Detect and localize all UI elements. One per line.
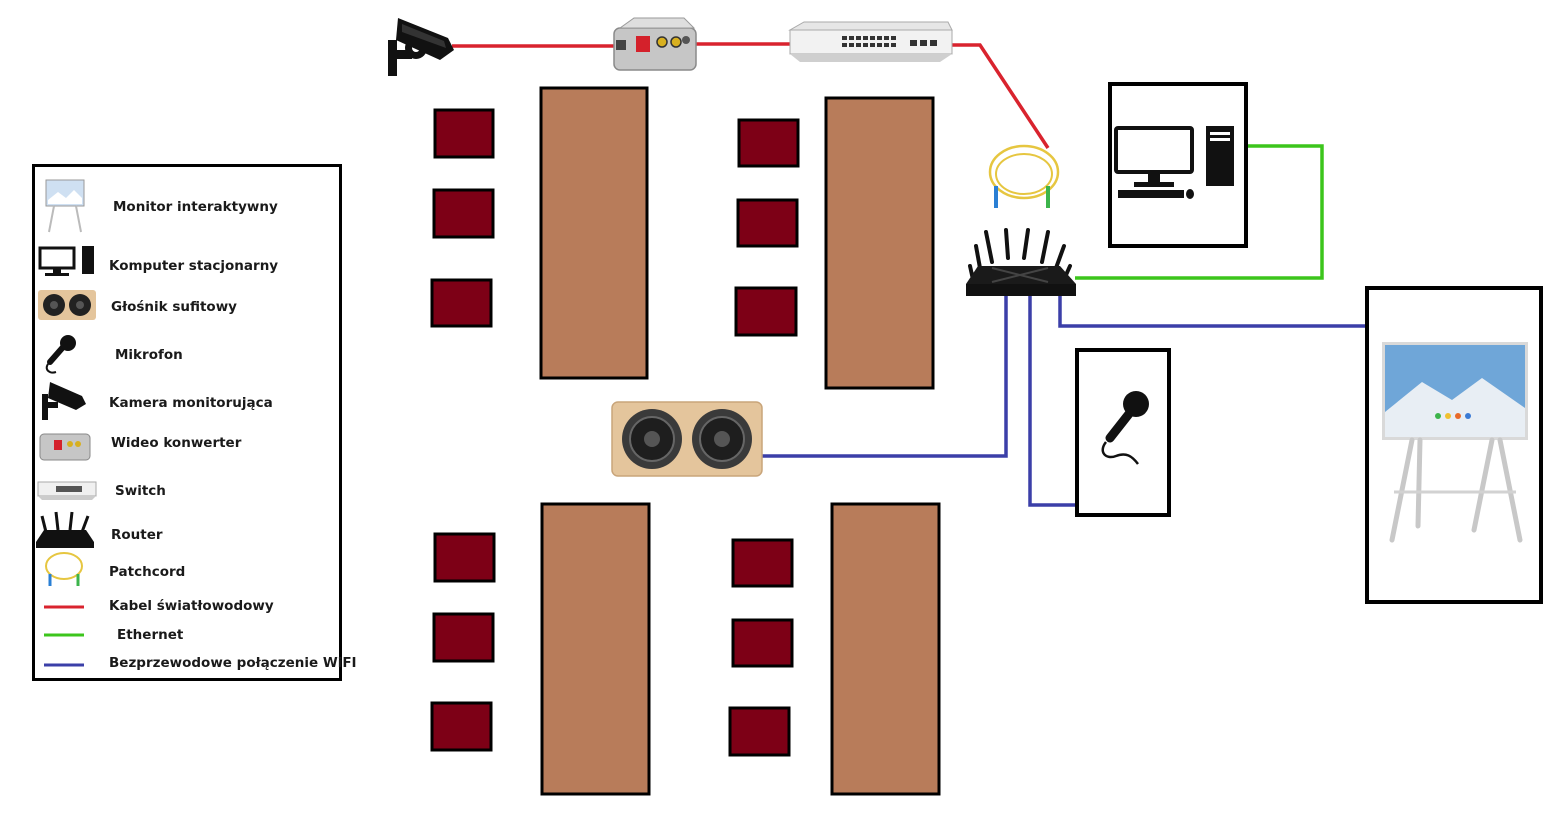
chair: [737, 118, 800, 168]
chair: [433, 108, 495, 159]
router-icon: [36, 511, 94, 548]
legend-icons: [36, 179, 97, 667]
desk-bottom-right: [830, 502, 941, 796]
interactive-monitor-icon: [45, 179, 85, 233]
microphone-icon: [45, 335, 76, 374]
legend-label-patchcord: Patchcord: [109, 564, 186, 580]
connection-lines: [452, 42, 1367, 507]
chair: [731, 618, 794, 668]
chair: [432, 188, 495, 239]
legend: Monitor interaktywny Komputer stacjonarn…: [32, 164, 357, 681]
legend-label-camera: Kamera monitorująca: [109, 395, 273, 411]
video-converter-icon: [613, 17, 697, 71]
chair: [736, 198, 799, 248]
interactive-monitor-frame: [1365, 286, 1543, 604]
ethernet-computer-to-router: [1075, 144, 1324, 280]
chair: [433, 532, 496, 583]
cctv-camera-icon: [388, 18, 454, 76]
chair: [432, 612, 495, 663]
fiber-switch-to-patchcord: [945, 43, 1050, 149]
desktop-computer-icon: [38, 246, 94, 276]
desk-bottom-left: [540, 502, 651, 796]
ceiling-speaker-icon: [611, 401, 763, 477]
wifi-router-to-microphone: [1028, 290, 1077, 507]
legend-label-monitor: Monitor interaktywny: [113, 199, 278, 215]
legend-label-wifi: Bezprzewodowe połączenie WiFI: [109, 655, 357, 671]
interactive-monitor-icon: [1382, 342, 1528, 543]
switch-icon: [37, 481, 97, 500]
microphone-frame: [1075, 348, 1171, 517]
desk-top-right: [824, 96, 935, 390]
chair: [731, 538, 794, 588]
chair: [430, 278, 493, 328]
router-icon: [966, 228, 1076, 296]
legend-label-ethernet: Ethernet: [117, 627, 184, 643]
chairs: [430, 108, 800, 757]
wifi-router-to-monitor: [1058, 290, 1367, 328]
legend-label-speaker: Głośnik sufitowy: [111, 299, 237, 315]
cctv-camera-icon: [42, 382, 86, 420]
legend-label-fiber: Kabel światłowodowy: [109, 598, 274, 614]
patchcord-icon: [45, 552, 83, 586]
switch-icon: [788, 21, 953, 62]
legend-label-computer: Komputer stacjonarny: [109, 258, 279, 274]
legend-label-router: Router: [111, 527, 163, 543]
ceiling-speaker-icon: [38, 290, 96, 320]
legend-label-switch: Switch: [115, 483, 166, 499]
legend-label-microphone: Mikrofon: [115, 347, 183, 363]
chair: [430, 701, 493, 752]
desk-top-left: [539, 86, 649, 380]
desktop-computer-icon: [1114, 126, 1234, 199]
desks: [539, 86, 941, 796]
chair: [734, 286, 798, 337]
legend-label-converter: Wideo konwerter: [111, 435, 242, 451]
video-converter-icon: [39, 433, 91, 461]
patchcord-icon: [988, 144, 1060, 208]
chair: [728, 706, 791, 757]
microphone-icon: [1101, 391, 1149, 465]
wifi-router-to-speaker: [757, 290, 1008, 458]
